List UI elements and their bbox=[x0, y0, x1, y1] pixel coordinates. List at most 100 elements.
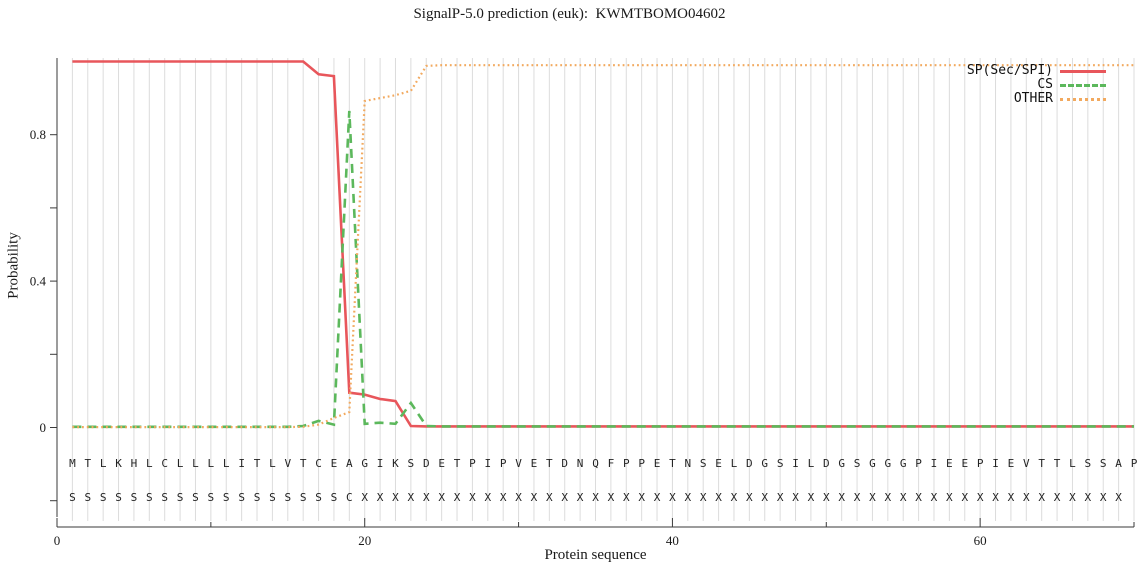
sequence-letter: L bbox=[146, 457, 153, 470]
legend-row: OTHER bbox=[967, 92, 1106, 106]
sequence-letter: P bbox=[977, 457, 984, 470]
sequence-letter: I bbox=[992, 457, 999, 470]
sequence-letter: E bbox=[331, 457, 338, 470]
annotation-letter: S bbox=[300, 491, 307, 504]
sequence-letter: G bbox=[838, 457, 845, 470]
annotation-letter: X bbox=[700, 491, 707, 504]
annotation-letter: X bbox=[685, 491, 692, 504]
annotation-letter: X bbox=[469, 491, 476, 504]
sequence-letter: N bbox=[577, 457, 584, 470]
annotation-letter: X bbox=[1008, 491, 1015, 504]
annotation-letter: X bbox=[608, 491, 615, 504]
legend-line-sample-other bbox=[1060, 97, 1106, 101]
sequence-letter: L bbox=[1069, 457, 1076, 470]
legend: SP(Sec/SPI) CS OTHER bbox=[967, 64, 1106, 106]
annotation-letter: X bbox=[854, 491, 861, 504]
annotation-letter: S bbox=[84, 491, 91, 504]
annotation-letter: X bbox=[1100, 491, 1107, 504]
sequence-letter: G bbox=[761, 457, 768, 470]
annotation-letter: S bbox=[238, 491, 245, 504]
sequence-letter: T bbox=[300, 457, 307, 470]
y-tick-label: 0.4 bbox=[30, 274, 47, 289]
sequence-letter: T bbox=[1038, 457, 1045, 470]
annotation-letter: S bbox=[100, 491, 107, 504]
annotation-letter: X bbox=[592, 491, 599, 504]
sequence-letter: L bbox=[208, 457, 215, 470]
sequence-letter: T bbox=[669, 457, 676, 470]
sequence-letter: S bbox=[700, 457, 707, 470]
sequence-letter: P bbox=[638, 457, 645, 470]
annotation-letter: X bbox=[777, 491, 784, 504]
sequence-letter: T bbox=[254, 457, 261, 470]
sequence-letter: L bbox=[192, 457, 199, 470]
sequence-letter: H bbox=[131, 457, 138, 470]
legend-row: SP(Sec/SPI) bbox=[967, 64, 1106, 78]
legend-row: CS bbox=[967, 78, 1106, 92]
sequence-letter: E bbox=[438, 457, 445, 470]
annotation-letter: X bbox=[361, 491, 368, 504]
legend-label-cs: CS bbox=[1037, 77, 1053, 92]
annotation-letter: X bbox=[746, 491, 753, 504]
sequence-letter: T bbox=[546, 457, 553, 470]
annotation-letter: X bbox=[454, 491, 461, 504]
annotation-letter: S bbox=[115, 491, 122, 504]
annotation-letter: S bbox=[161, 491, 168, 504]
sequence-letter: I bbox=[377, 457, 384, 470]
annotation-letter: X bbox=[377, 491, 384, 504]
sequence-letter: E bbox=[1008, 457, 1015, 470]
sequence-letter: D bbox=[823, 457, 830, 470]
sequence-letter: D bbox=[746, 457, 753, 470]
annotation-letter: X bbox=[500, 491, 507, 504]
legend-label-other: OTHER bbox=[1013, 91, 1053, 106]
annotation-letter: X bbox=[515, 491, 522, 504]
sequence-letter: A bbox=[1115, 457, 1122, 470]
sequence-letter: I bbox=[484, 457, 491, 470]
annotation-letter: S bbox=[254, 491, 261, 504]
sequence-letter: E bbox=[654, 457, 661, 470]
annotation-letter: X bbox=[715, 491, 722, 504]
sequence-letter: I bbox=[792, 457, 799, 470]
sequence-letter: T bbox=[1054, 457, 1061, 470]
annotation-letter: S bbox=[69, 491, 76, 504]
sequence-letter: V bbox=[515, 457, 522, 470]
annotation-letter: X bbox=[623, 491, 630, 504]
sequence-letter: D bbox=[423, 457, 430, 470]
x-tick-label: 20 bbox=[358, 533, 371, 548]
sequence-letter: G bbox=[900, 457, 907, 470]
sequence-letter: G bbox=[885, 457, 892, 470]
annotation-letter: X bbox=[838, 491, 845, 504]
annotation-letter: S bbox=[208, 491, 215, 504]
x-tick-label: 0 bbox=[54, 533, 61, 548]
sequence-letter: E bbox=[961, 457, 968, 470]
x-axis-title: Protein sequence bbox=[544, 547, 647, 563]
annotation-letter: X bbox=[561, 491, 568, 504]
legend-label-sp: SP(Sec/SPI) bbox=[966, 63, 1053, 78]
sequence-letter: D bbox=[561, 457, 568, 470]
annotation-letter: S bbox=[131, 491, 138, 504]
annotation-letter: X bbox=[900, 491, 907, 504]
annotation-letter: X bbox=[1115, 491, 1122, 504]
sequence-letter: E bbox=[946, 457, 953, 470]
annotation-letter: X bbox=[638, 491, 645, 504]
annotation-letter: X bbox=[1069, 491, 1076, 504]
annotation-letter: X bbox=[654, 491, 661, 504]
annotation-letter: X bbox=[808, 491, 815, 504]
sequence-letter: K bbox=[392, 457, 399, 470]
sequence-letter: L bbox=[223, 457, 230, 470]
annotation-letter: X bbox=[392, 491, 399, 504]
sequence-letter: N bbox=[685, 457, 692, 470]
sequence-letter: I bbox=[238, 457, 245, 470]
sequence-letter: L bbox=[731, 457, 738, 470]
annotation-letter: X bbox=[823, 491, 830, 504]
sequence-letter: M bbox=[69, 457, 76, 470]
annotation-letter: X bbox=[731, 491, 738, 504]
annotation-letter: X bbox=[761, 491, 768, 504]
sequence-letter: A bbox=[346, 457, 353, 470]
annotation-letter: X bbox=[977, 491, 984, 504]
page-title: SignalP-5.0 prediction (euk): KWMTBOMO04… bbox=[413, 6, 726, 22]
annotation-letter: X bbox=[1038, 491, 1045, 504]
annotation-letter: S bbox=[177, 491, 184, 504]
annotation-letter: X bbox=[669, 491, 676, 504]
sequence-letter: V bbox=[1023, 457, 1030, 470]
